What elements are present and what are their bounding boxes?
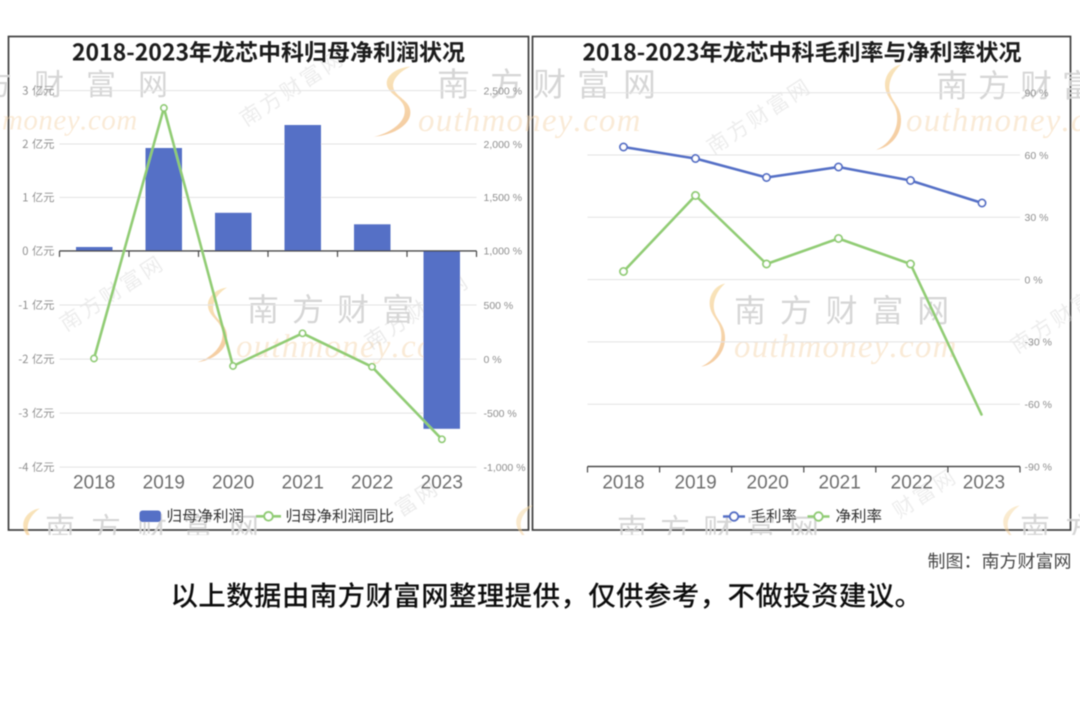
svg-text:2019: 2019	[143, 473, 185, 494]
svg-text:1,000 %: 1,000 %	[484, 246, 523, 258]
svg-text:2022: 2022	[351, 473, 393, 494]
svg-text:0 %: 0 %	[484, 354, 502, 366]
svg-text:-60 %: -60 %	[1025, 399, 1052, 411]
svg-text:1,500 %: 1,500 %	[484, 192, 523, 204]
svg-text:90 %: 90 %	[1025, 88, 1049, 100]
svg-text:2,500 %: 2,500 %	[484, 85, 523, 97]
svg-text:500 %: 500 %	[484, 300, 514, 312]
svg-text:2018: 2018	[73, 473, 115, 494]
svg-text:2018: 2018	[602, 473, 644, 494]
svg-text:2,000 %: 2,000 %	[484, 139, 523, 151]
svg-text:-30 %: -30 %	[1025, 337, 1052, 349]
svg-text:2020: 2020	[747, 473, 789, 494]
svg-text:0 %: 0 %	[1025, 274, 1043, 286]
svg-text:2020: 2020	[212, 473, 254, 494]
svg-text:2021: 2021	[282, 473, 324, 494]
svg-text:2021: 2021	[819, 473, 861, 494]
svg-text:2022: 2022	[891, 473, 933, 494]
svg-text:2023: 2023	[421, 473, 463, 494]
svg-text:60 %: 60 %	[1025, 150, 1049, 162]
svg-text:-1,000 %: -1,000 %	[484, 462, 526, 474]
svg-text:-500 %: -500 %	[484, 408, 517, 420]
svg-text:-90 %: -90 %	[1025, 461, 1052, 473]
svg-text:2023: 2023	[963, 473, 1005, 494]
svg-text:2019: 2019	[674, 473, 716, 494]
svg-text:30 %: 30 %	[1025, 212, 1049, 224]
